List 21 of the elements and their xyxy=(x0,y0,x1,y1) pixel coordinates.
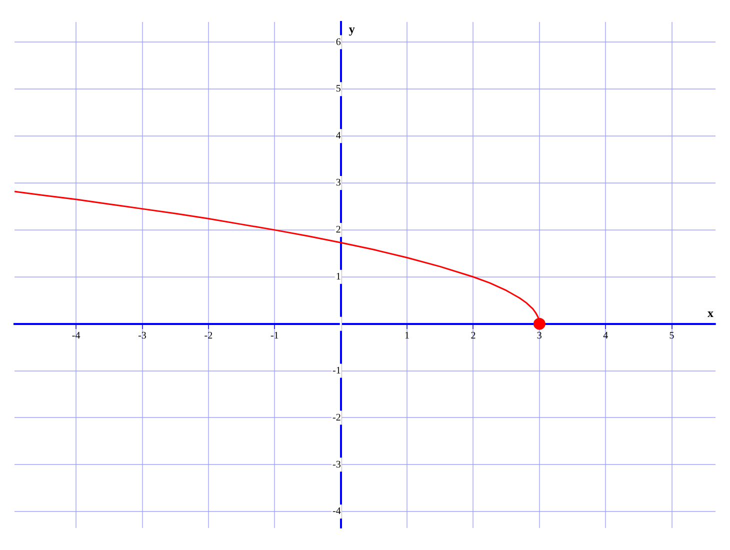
y-tick-label: 4 xyxy=(336,130,341,142)
y-tick-label: 6 xyxy=(336,36,341,48)
x-tick-label: -1 xyxy=(270,330,279,342)
x-tick-label: 2 xyxy=(470,330,476,342)
x-tick-label: 1 xyxy=(404,330,410,342)
y-tick-label: -1 xyxy=(332,365,341,376)
x-tick-label: -2 xyxy=(204,330,213,342)
x-tick-label: 4 xyxy=(603,330,608,342)
y-axis-title: y xyxy=(348,22,355,36)
x-axis-title: x xyxy=(708,306,714,320)
y-tick-label: 2 xyxy=(336,224,341,236)
y-tick-label: 1 xyxy=(336,272,341,283)
y-tick-label: 3 xyxy=(336,178,341,189)
x-tick-label: 5 xyxy=(669,330,674,342)
x-tick-label: -3 xyxy=(138,330,146,342)
x-tick-label: -4 xyxy=(72,330,80,342)
y-tick-label: -3 xyxy=(332,459,341,470)
y-tick-label: -2 xyxy=(332,412,341,424)
y-tick-label: -4 xyxy=(332,506,341,518)
y-tick-label: 5 xyxy=(336,84,341,95)
x-tick-label: 3 xyxy=(536,330,542,342)
